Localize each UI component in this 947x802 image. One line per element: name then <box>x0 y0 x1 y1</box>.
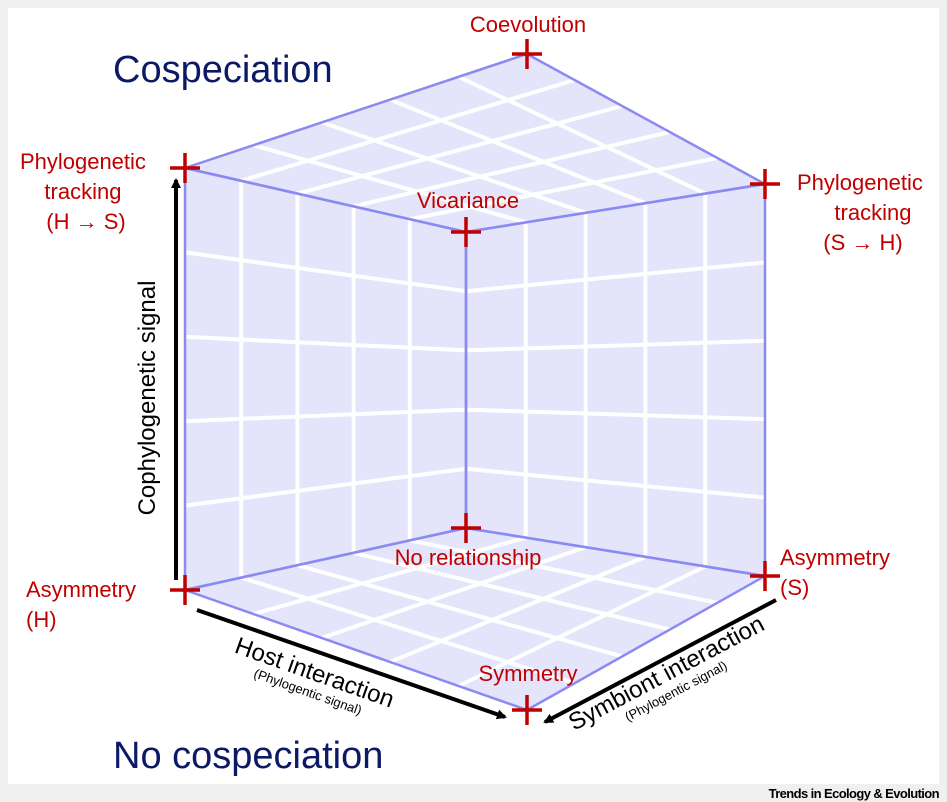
grid-line <box>465 466 766 500</box>
grid-line <box>457 74 707 196</box>
grid-line <box>409 538 718 605</box>
vertex-marker <box>451 513 481 543</box>
host-arrow <box>196 608 507 720</box>
label-line: (H → S) <box>46 209 125 234</box>
vertex-marker <box>170 153 200 183</box>
grid-line <box>465 407 766 422</box>
label-line: (S → H) <box>823 230 902 255</box>
label-line: Phylogenetic <box>797 170 923 195</box>
grid-line <box>240 78 576 183</box>
cube-face <box>185 54 765 232</box>
vertex-label: Vicariance <box>417 188 519 213</box>
grid-line <box>321 120 587 215</box>
vertex-label: Asymmetry (H) <box>26 577 142 632</box>
grid-line <box>240 575 576 686</box>
cube-face <box>185 168 466 590</box>
title-bottom: No cospeciation <box>113 735 383 777</box>
label-line: (H) <box>26 607 57 632</box>
symbiont-arrow <box>543 598 777 724</box>
label-line: tracking <box>44 179 121 204</box>
vertex-label: Coevolution <box>470 12 586 37</box>
axis-label: Cophylogenetic signal <box>134 281 161 516</box>
grid-line <box>457 564 707 688</box>
grid-line <box>389 97 647 206</box>
grid-line <box>296 563 623 659</box>
vertex-marker <box>451 217 481 247</box>
grid-line <box>465 338 766 353</box>
vertex-marker <box>750 169 780 199</box>
grid-line <box>409 156 718 222</box>
grid-line <box>465 260 766 294</box>
cube-face <box>466 184 765 576</box>
vertex-label: Asymmetry (S) <box>780 545 896 600</box>
grid-line <box>389 554 647 664</box>
grid-line <box>184 466 467 508</box>
grid-line <box>353 130 671 209</box>
grid-line <box>252 535 527 616</box>
label-line: Phylogenetic <box>20 149 146 174</box>
vertex-label: Phylogenetic tracking (S → H) <box>797 170 929 255</box>
vertex-label: Symmetry <box>479 661 578 686</box>
grid-line <box>184 250 467 294</box>
grid-line <box>184 334 467 353</box>
vertex-marker <box>170 575 200 605</box>
vertex-marker <box>512 695 542 725</box>
label-line: tracking <box>834 200 911 225</box>
label-line: (S) <box>780 575 809 600</box>
title-top: Cospeciation <box>113 49 333 91</box>
vertex-marker <box>750 561 780 591</box>
grid-line <box>296 104 623 196</box>
footer: Trends in Ecology & Evolution <box>769 786 940 801</box>
label-line: Asymmetry <box>780 545 890 570</box>
grid-line <box>184 407 467 424</box>
grid-line <box>321 545 587 640</box>
grid-line <box>252 143 527 225</box>
grid-line <box>353 550 671 632</box>
vertex-marker <box>512 39 542 69</box>
vertex-label: Phylogenetic tracking (H → S) <box>20 149 152 234</box>
vertex-label: No relationship <box>395 545 542 570</box>
label-line: Asymmetry <box>26 577 136 602</box>
